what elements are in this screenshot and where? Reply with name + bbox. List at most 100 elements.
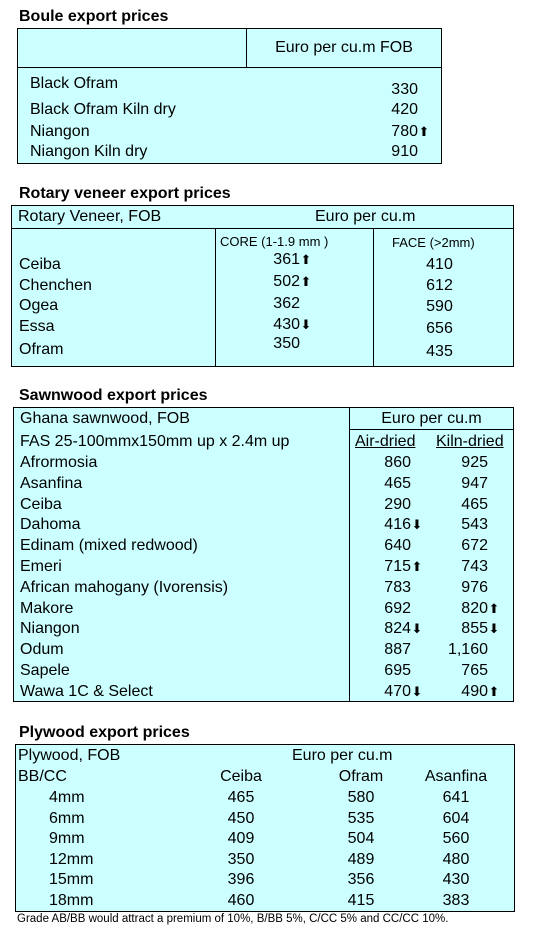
sawnwood-row-air: 692 xyxy=(384,599,411,617)
sawnwood-header-right: Euro per cu.m xyxy=(381,410,482,427)
sawnwood-sub-left: FAS 25-100mmx150mm up x 2.4m up xyxy=(20,433,290,450)
arrow-up-icon: ⬆ xyxy=(488,600,500,616)
plywood-row-ceiba: 465 xyxy=(227,789,255,806)
sawnwood-row-name: Asanfina xyxy=(20,474,83,492)
plywood-row-asanfina: 480 xyxy=(442,850,470,868)
sawnwood-header-rule xyxy=(349,429,513,430)
veneer-row-core: 362 xyxy=(273,295,300,312)
boule-row-value: 910 xyxy=(391,143,418,160)
plywood-row-size: 6mm xyxy=(49,809,85,827)
sawnwood-row-air-cell: 695 xyxy=(354,662,423,680)
plywood-title: Plywood export prices xyxy=(19,724,190,741)
plywood-col-ofram: Ofram xyxy=(338,768,384,785)
veneer-row-core: 502 xyxy=(273,273,300,290)
sawnwood-row-air: 824 xyxy=(384,620,411,638)
sawnwood-row-kiln: 465 xyxy=(461,495,488,513)
veneer-row-core: 430 xyxy=(273,316,300,333)
sawnwood-row-air: 290 xyxy=(384,495,411,513)
plywood-row-ceiba: 460 xyxy=(227,892,255,909)
veneer-row-core: 361 xyxy=(273,251,300,268)
sawnwood-row-name: Ceiba xyxy=(20,495,62,513)
veneer-title: Rotary veneer export prices xyxy=(19,185,231,202)
veneer-row-name: Ofram xyxy=(19,341,64,358)
plywood-row-ceiba: 450 xyxy=(227,809,255,827)
boule-row-value: 780 xyxy=(391,123,418,140)
sawnwood-row-air: 887 xyxy=(384,641,411,659)
plywood-grade-label: BB/CC xyxy=(18,768,67,785)
sawnwood-row-air-cell: 465 xyxy=(354,475,423,493)
arrow-up-icon: ⬆ xyxy=(418,124,430,139)
sawnwood-row-name: Edinam (mixed redwood) xyxy=(20,537,198,555)
veneer-row-face: 435 xyxy=(426,343,453,360)
sawnwood-row-air-cell: 860 xyxy=(354,454,423,472)
veneer-row-name: Essa xyxy=(19,318,55,335)
plywood-header-right: Euro per cu.m xyxy=(292,747,393,764)
boule-row-value-cell: 910 xyxy=(318,143,430,161)
veneer-row-face: 410 xyxy=(426,256,453,273)
plywood-header-left: Plywood, FOB xyxy=(18,747,121,764)
sawnwood-row-air-cell: 290 xyxy=(354,496,423,514)
plywood-footnote: Grade AB/BB would attract a premium of 1… xyxy=(17,913,449,925)
sawnwood-row-air-cell: 783 xyxy=(354,579,423,597)
plywood-row-ofram: 535 xyxy=(347,809,375,827)
plywood-row-ceiba: 409 xyxy=(227,830,255,848)
sawnwood-row-kiln: 976 xyxy=(461,578,488,596)
veneer-row-name: Chenchen xyxy=(19,277,92,294)
plywood-row-size: 18mm xyxy=(49,892,94,909)
sawnwood-row-kiln: 765 xyxy=(461,662,488,679)
boule-row-value-cell: 420 xyxy=(318,101,430,119)
boule-row-value: 420 xyxy=(391,101,418,118)
sawnwood-row-kiln: 1,160 xyxy=(447,641,488,659)
veneer-row-name: Ceiba xyxy=(19,256,61,273)
plywood-row-size: 12mm xyxy=(49,850,94,868)
sawnwood-row-air: 715 xyxy=(384,558,411,575)
sawnwood-row-name: Odum xyxy=(20,641,64,659)
sawnwood-row-kiln-cell: 976 xyxy=(430,579,500,597)
plywood-row-ofram: 356 xyxy=(347,871,375,889)
plywood-row-ofram: 504 xyxy=(347,830,375,848)
boule-table: Euro per cu.m FOB Black Ofram 330 Black Of… xyxy=(17,28,442,164)
arrow-up-icon: ⬆ xyxy=(488,683,500,699)
sawnwood-row-kiln: 490 xyxy=(461,682,488,700)
sawnwood-row-air: 416 xyxy=(384,516,411,534)
boule-row-name: Niangon xyxy=(30,123,90,140)
veneer-row-core-cell: 350 xyxy=(232,335,312,353)
sawnwood-row-kiln-cell: 543 xyxy=(430,516,500,534)
boule-title: Boule export prices xyxy=(19,8,169,25)
sawnwood-row-kiln-cell: 743 xyxy=(430,558,500,576)
arrow-down-icon: ⬇ xyxy=(411,683,423,699)
plywood-row-asanfina: 430 xyxy=(442,871,470,889)
veneer-row-face: 656 xyxy=(426,320,453,337)
sawnwood-row-air: 470 xyxy=(384,682,411,700)
arrow-down-icon: ⬇ xyxy=(411,517,423,533)
boule-divider xyxy=(246,29,247,67)
plywood-col-asanfina: Asanfina xyxy=(424,768,488,785)
plywood-row-size: 15mm xyxy=(49,871,94,889)
plywood-row-asanfina: 560 xyxy=(442,830,470,848)
sawnwood-row-air-cell: 824⬇ xyxy=(354,620,423,638)
sawnwood-row-name: Emeri xyxy=(20,558,62,575)
sawnwood-row-kiln: 947 xyxy=(461,474,488,492)
arrow-down-icon: ⬇ xyxy=(488,621,500,637)
arrow-up-icon: ⬆ xyxy=(300,252,312,267)
sawnwood-row-air: 465 xyxy=(384,474,411,492)
sawnwood-row-kiln-cell: 947 xyxy=(430,475,500,493)
veneer-divider-2 xyxy=(373,228,374,367)
arrow-up-icon: ⬆ xyxy=(411,559,423,574)
sawnwood-row-kiln-cell: 672 xyxy=(430,537,500,555)
sawnwood-row-air-cell: 470⬇ xyxy=(354,683,423,701)
plywood-row-ceiba: 350 xyxy=(227,850,255,868)
sawnwood-row-kiln-cell: 855⬇ xyxy=(430,620,500,638)
veneer-header-right: Euro per cu.m xyxy=(315,208,416,225)
veneer-row-core: 350 xyxy=(273,335,300,352)
sawnwood-row-name: Dahoma xyxy=(20,516,81,534)
sawnwood-row-air-cell: 640 xyxy=(354,537,423,555)
sawnwood-row-kiln: 820 xyxy=(461,599,488,617)
arrow-down-icon: ⬇ xyxy=(411,621,423,637)
veneer-row-face: 590 xyxy=(426,298,453,315)
sawnwood-row-kiln: 925 xyxy=(461,454,488,471)
sawnwood-row-name: Sapele xyxy=(20,662,70,679)
sawnwood-row-air-cell: 416⬇ xyxy=(354,516,423,534)
sawnwood-air-header: Air-dried xyxy=(355,433,416,450)
veneer-row-core-cell: 502⬆ xyxy=(232,273,312,291)
